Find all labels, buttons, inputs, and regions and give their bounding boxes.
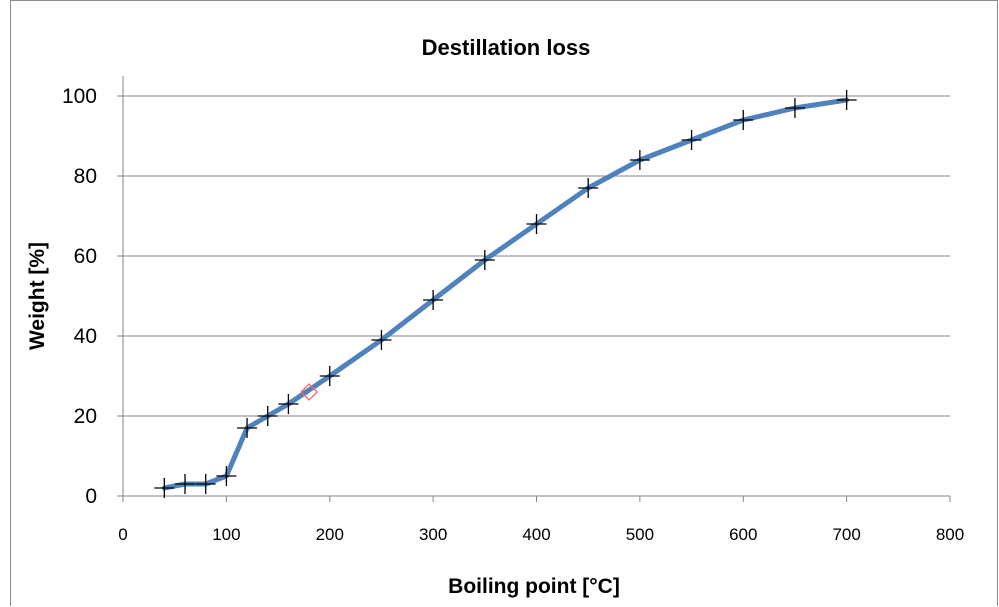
data-point-plus: [423, 290, 444, 310]
y-tick-label: 80: [74, 165, 97, 188]
y-tick-label: 0: [85, 485, 97, 508]
data-point-plus: [237, 418, 258, 438]
chart-title: Destillation loss: [422, 35, 591, 60]
x-tick-label: 200: [316, 525, 344, 544]
data-point-diamond: [300, 383, 318, 401]
x-tick-label: 400: [522, 525, 550, 544]
x-tick-label: 100: [212, 525, 240, 544]
data-point-plus: [681, 130, 702, 150]
data-point-plus: [278, 394, 299, 414]
data-point-plus: [629, 150, 650, 170]
data-point-plus: [216, 466, 237, 486]
axes: [117, 76, 951, 502]
data-point-plus: [175, 474, 196, 494]
data-point-plus: [319, 366, 340, 386]
data-point-plus: [154, 478, 175, 498]
y-tick-label: 20: [74, 405, 97, 428]
x-tick-label: 800: [936, 525, 964, 544]
y-axis-title: Weight [%]: [26, 242, 49, 350]
x-tick-label: 0: [118, 525, 127, 544]
series: [154, 90, 857, 498]
grid-lines: [123, 95, 950, 417]
series-line: [161, 97, 850, 491]
data-point-plus: [474, 250, 495, 270]
y-tick-label: 100: [62, 85, 97, 108]
x-axis-title: Boiling point [°C]: [448, 575, 620, 598]
x-tick-label: 700: [832, 525, 860, 544]
x-tick-label: 500: [626, 525, 654, 544]
data-point-plus: [578, 178, 599, 198]
y-tick-labels: 0 20 40 60 80 100: [62, 85, 97, 508]
data-point-plus: [733, 110, 754, 130]
data-point-plus: [195, 474, 216, 494]
data-point-plus: [257, 406, 278, 426]
data-point-plus: [784, 98, 805, 118]
data-point-plus: [526, 214, 547, 234]
y-tick-label: 40: [74, 325, 97, 348]
y-tick-label: 60: [74, 245, 97, 268]
x-tick-label: 600: [729, 525, 757, 544]
x-tick-labels: 0 100 200 300 400 500 600 700 800: [118, 525, 964, 544]
data-point-plus: [836, 90, 857, 110]
data-point-plus: [371, 330, 392, 350]
x-tick-label: 300: [419, 525, 447, 544]
